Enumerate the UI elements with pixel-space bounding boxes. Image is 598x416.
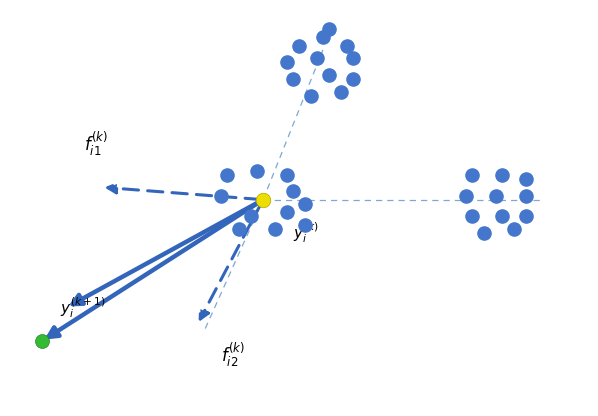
Point [306, 92, 316, 99]
Point [294, 42, 304, 49]
Point [521, 176, 531, 182]
Point [270, 225, 280, 232]
Point [521, 192, 531, 199]
Point [509, 225, 519, 232]
Point [462, 192, 471, 199]
Point [521, 213, 531, 220]
Point [342, 42, 352, 49]
Point [480, 230, 489, 236]
Point [336, 88, 346, 95]
Point [252, 167, 262, 174]
Point [234, 225, 244, 232]
Point [282, 171, 292, 178]
Point [216, 192, 226, 199]
Point [288, 188, 298, 195]
Point [348, 76, 358, 82]
Text: $y_i^{(k)}$: $y_i^{(k)}$ [293, 220, 319, 245]
Point [37, 338, 47, 344]
Point [282, 209, 292, 215]
Point [300, 221, 310, 228]
Point [468, 171, 477, 178]
Point [498, 213, 507, 220]
Point [300, 201, 310, 207]
Point [222, 171, 232, 178]
Point [312, 55, 322, 62]
Text: $y_i^{(k+1)}$: $y_i^{(k+1)}$ [60, 295, 105, 320]
Point [288, 76, 298, 82]
Point [348, 55, 358, 62]
Point [468, 213, 477, 220]
Text: $f_{i2}^{(k)}$: $f_{i2}^{(k)}$ [221, 341, 245, 369]
Text: $f_{i1}^{(k)}$: $f_{i1}^{(k)}$ [84, 131, 108, 158]
Point [498, 171, 507, 178]
Point [324, 72, 334, 78]
Point [246, 213, 256, 220]
Point [282, 59, 292, 66]
Point [324, 26, 334, 32]
Point [492, 192, 501, 199]
Point [258, 196, 268, 203]
Point [318, 34, 328, 41]
